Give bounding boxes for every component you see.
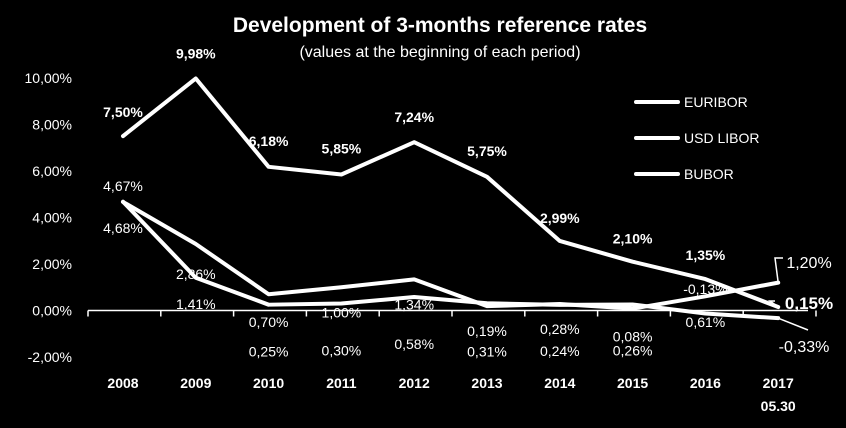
data-label: 1,20% — [786, 255, 831, 272]
data-labels: 4,68% 1,41% 0,25% 0,30% 0,58% 0,31% 0,24% 0,26%… — [103, 45, 833, 359]
data-label: 0,31% — [467, 343, 507, 359]
x-tick-label: 2013 — [471, 375, 502, 391]
data-label: 2,10% — [613, 231, 653, 247]
legend-label: BUBOR — [684, 166, 734, 182]
data-label: 0,70% — [249, 314, 289, 330]
x-tick-label: 2016 — [690, 375, 721, 391]
data-label: 2,99% — [540, 210, 580, 226]
leader-line — [767, 300, 779, 308]
legend-label: USD LIBOR — [684, 130, 759, 146]
series-line-usd-libor — [121, 199, 781, 311]
y-tick-label: 10,00% — [25, 70, 72, 86]
data-label: 1,34% — [394, 296, 434, 312]
data-label: 4,67% — [103, 178, 143, 194]
chart-title: Development of 3-months reference rates — [233, 14, 647, 37]
data-label: 4,68% — [103, 220, 143, 236]
x-tick-label: 2008 — [107, 375, 138, 391]
data-label: 5,75% — [467, 143, 507, 159]
leader-line — [774, 257, 783, 283]
leader-line — [777, 317, 809, 331]
data-label: 0,26% — [613, 342, 653, 358]
chart-subtitle: (values at the beginning of each period) — [299, 44, 580, 61]
data-label: 1,35% — [686, 247, 726, 263]
data-label: 5,85% — [322, 140, 362, 156]
data-label: 0,15% — [785, 294, 833, 313]
x-tick-label: 2015 — [617, 375, 648, 391]
x-tick-label: 2011 — [326, 375, 357, 391]
data-label: 0,25% — [249, 344, 289, 360]
data-label: 0,08% — [613, 329, 653, 345]
y-tick-label: 2,00% — [32, 256, 72, 272]
data-label: -0,33% — [779, 339, 830, 356]
data-label: 0,30% — [322, 343, 362, 359]
data-label: 0,28% — [540, 321, 580, 337]
data-label: 0,58% — [394, 336, 434, 352]
x-tick-label: 2014 — [544, 375, 575, 391]
data-label: 0,19% — [467, 323, 507, 339]
series-lines — [121, 76, 781, 321]
legend: EURIBOR USD LIBOR BUBOR — [634, 94, 759, 182]
x-tick-label: 2009 — [180, 375, 211, 391]
data-label: 1,00% — [322, 304, 362, 320]
series-line-bubor — [121, 76, 781, 310]
data-label: 6,18% — [249, 133, 289, 149]
data-label: 7,24% — [394, 109, 434, 125]
x-tick-label: 2012 — [399, 375, 430, 391]
series-line-euribor — [121, 199, 781, 321]
data-label: 0,24% — [540, 343, 580, 359]
y-tick-label: -2,00% — [28, 349, 72, 365]
data-label: 1,41% — [176, 296, 216, 312]
data-label: 9,98% — [176, 45, 216, 61]
legend-label: EURIBOR — [684, 94, 748, 110]
data-label: -0,13% — [683, 281, 727, 297]
data-label: 7,50% — [103, 104, 143, 120]
x-tick-label: 2017 — [763, 375, 794, 391]
y-tick-label: 6,00% — [32, 163, 72, 179]
y-tick-label: 4,00% — [32, 210, 72, 226]
x-tick-sublabel: 05.30 — [761, 398, 796, 414]
x-tick-label: 2010 — [253, 375, 284, 391]
y-tick-label: 8,00% — [32, 117, 72, 133]
y-tick-label: 0,00% — [32, 303, 72, 319]
data-label: 2,86% — [176, 266, 216, 282]
data-label: 0,61% — [686, 314, 726, 330]
